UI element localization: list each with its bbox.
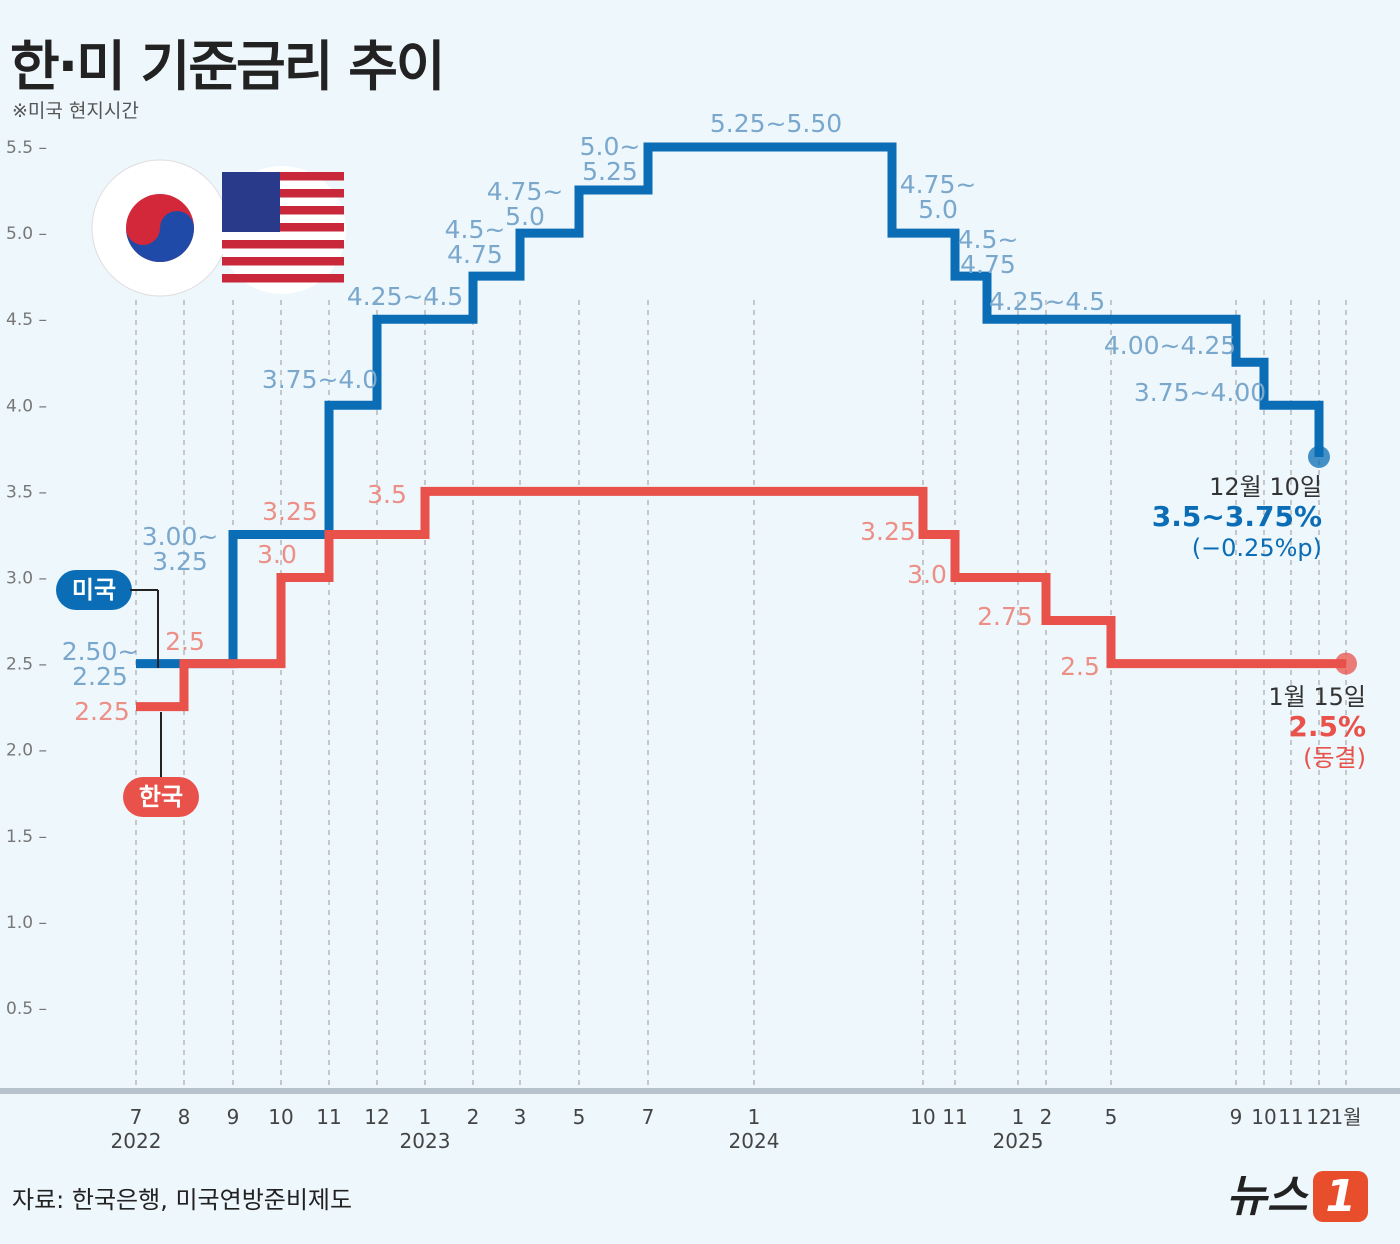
rate-label: 3.25 [262,497,318,526]
x-year-label: 2025 [993,1129,1044,1153]
legend-label-us: 미국 [72,576,116,604]
end-point-us [1308,445,1330,468]
us-flag-stripe [222,274,344,283]
x-tick-label: 7 [642,1105,655,1129]
x-year-label: 2022 [111,1129,162,1153]
y-tick-label: 0.5 – [6,999,47,1019]
x-tick-label: 5 [1105,1105,1118,1129]
legend-label-kr: 한국 [139,783,183,811]
time-note: ※미국 현지시간 [12,100,139,122]
us-flag-stripe [222,189,344,198]
rate-label: 3.25 [152,547,208,576]
news1-logo: 뉴스 1 [1226,1160,1368,1224]
x-tick-label: 12 [364,1105,389,1129]
end-change: (−0.25%p) [1192,534,1322,562]
x-axis [0,1088,1400,1094]
y-tick-label: 3.0 – [6,569,47,589]
x-year-label: 2024 [729,1129,780,1153]
series-line-us [136,142,1324,669]
y-tick-label: 5.5 – [6,138,47,158]
rate-label: 4.5~ [445,215,506,244]
end-date: 1월 15일 [1268,683,1366,711]
x-tick-label: 1 [419,1105,432,1129]
x-tick-label: 3 [514,1105,527,1129]
y-tick-label: 1.0 – [6,913,47,933]
legend-pill-kr [123,777,199,817]
rate-label: 3.5 [367,480,407,509]
rate-label: 5.0~ [580,132,641,161]
end-value: 3.5~3.75% [1152,500,1322,533]
us-flag-stripe [222,223,344,232]
y-tick-label: 2.0 – [6,741,47,761]
rate-label: 4.5~ [958,225,1019,254]
x-tick-label: 11 [316,1105,341,1129]
source-text: 자료: 한국은행, 미국연방준비제도 [12,1186,353,1214]
us-flag-stripe [222,240,344,249]
rate-label: 4.75 [960,250,1016,279]
rate-label: 3.75~4.0 [262,365,378,394]
y-tick-label: 3.5 – [6,482,47,502]
rate-label: 3.0 [257,540,297,569]
x-tick-label: 5 [573,1105,586,1129]
us-flag-stripe [222,257,344,266]
y-tick-label: 4.5 – [6,310,47,330]
rate-label: 4.00~4.25 [1104,331,1236,360]
rate-label: 3.0 [907,560,947,589]
rate-label: 4.75 [447,240,503,269]
y-tick-label: 1.5 – [6,827,47,847]
korea-flag-taegeuk-blue [126,211,194,262]
x-tick-label: 10 [268,1105,293,1129]
end-change: (동결) [1303,744,1366,772]
rate-label: 4.75~ [900,170,977,199]
x-tick-label: 7 [130,1105,143,1129]
rate-label: 2.25 [72,662,128,691]
rate-label: 2.5 [1060,652,1100,681]
us-flag-stripe [222,172,344,181]
chart-title: 한·미 기준금리 추이 [10,35,446,98]
end-point-kr [1335,652,1357,675]
rate-label: 3.00~ [142,522,219,551]
x-tick-label: 2 [1040,1105,1053,1129]
rate-label: 4.25~4.5 [347,282,463,311]
rate-label: 4.75~ [487,177,564,206]
rate-label: 3.75~4.00 [1134,378,1266,407]
y-tick-label: 2.5 – [6,655,47,675]
end-value: 2.5% [1288,710,1366,743]
rate-label: 5.25~5.50 [710,109,842,138]
rate-label: 5.25 [582,157,638,186]
x-tick-label: 10 [910,1105,935,1129]
us-flag-canton [222,172,280,232]
x-tick-label: 2 [467,1105,480,1129]
rate-label: 2.5 [165,627,205,656]
y-tick-label: 4.0 – [6,396,47,416]
rate-label: 3.25 [860,517,916,546]
x-tick-label: 9 [1230,1105,1243,1129]
x-tick-label: 1 [1012,1105,1025,1129]
rate-label: 5.0 [505,202,545,231]
x-tick-label: 1월 [1330,1105,1361,1129]
y-tick-label: 5.0 – [6,224,47,244]
x-tick-label: 9 [227,1105,240,1129]
rate-label: 5.0 [918,195,958,224]
rate-label: 2.25 [74,697,130,726]
x-tick-label: 12 [1306,1105,1331,1129]
rate-label: 4.25~4.5 [989,287,1105,316]
x-year-label: 2023 [400,1129,451,1153]
x-tick-label: 1 [748,1105,761,1129]
x-tick-label: 10 [1251,1105,1276,1129]
legend-pill-us [56,570,132,610]
x-tick-label: 11 [1278,1105,1303,1129]
x-tick-label: 11 [942,1105,967,1129]
x-tick-label: 8 [178,1105,191,1129]
rate-label: 2.75 [977,602,1033,631]
us-flag-stripe [222,206,344,215]
series-line-kr [136,486,1346,712]
rate-label: 2.50~ [62,637,139,666]
end-date: 12월 10일 [1209,473,1322,501]
